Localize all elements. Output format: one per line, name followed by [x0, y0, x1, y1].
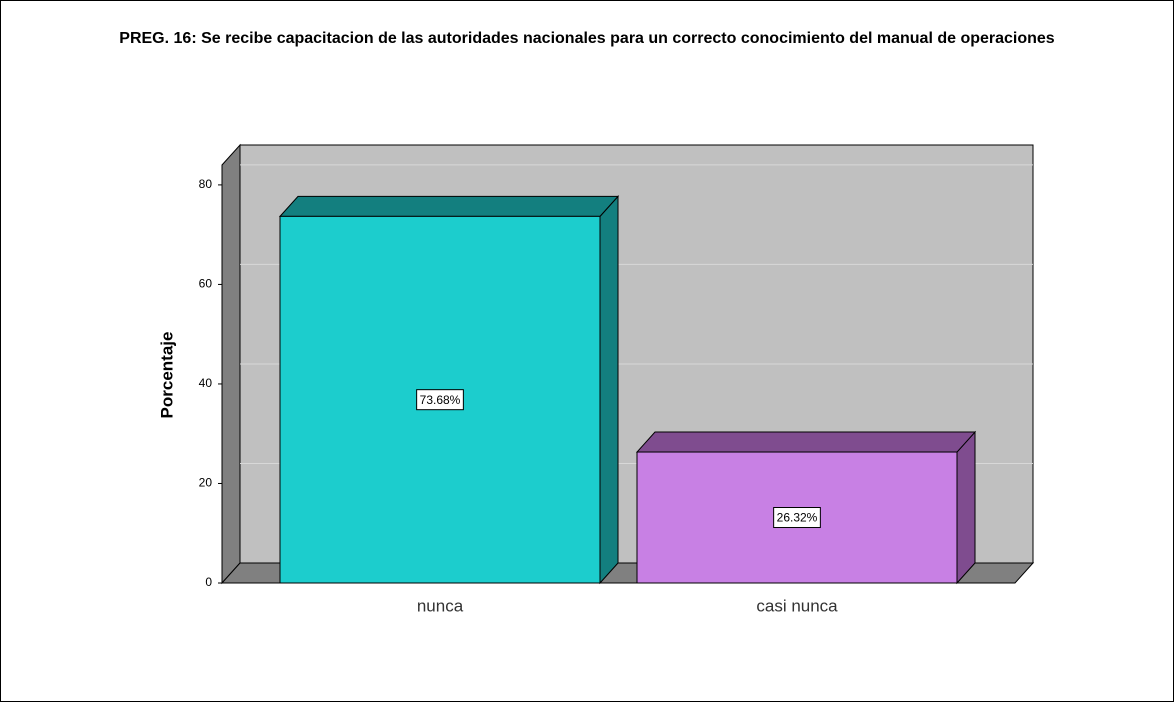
bar-top: [635, 431, 977, 453]
value-label-box: [416, 389, 464, 411]
y-tick-label: 0: [205, 575, 212, 589]
y-tick-label: 80: [199, 177, 213, 191]
x-tick-label: casi nunca: [756, 596, 838, 615]
value-label: 26.32%: [777, 511, 818, 525]
bar-side: [956, 430, 976, 585]
y-tick-label: 60: [199, 277, 213, 291]
y-tick-label: 20: [199, 476, 213, 490]
y-axis-label: Porcentaje: [157, 332, 176, 419]
left-wall: [221, 143, 241, 585]
value-label: 73.68%: [420, 393, 461, 407]
bar-top: [278, 195, 620, 217]
y-tick-label: 40: [199, 376, 213, 390]
chart-title: PREG. 16: Se recibe capacitacion de las …: [119, 30, 1055, 47]
x-tick-label: nunca: [417, 596, 464, 615]
value-label-box: [773, 507, 821, 529]
bar-side: [599, 195, 619, 585]
